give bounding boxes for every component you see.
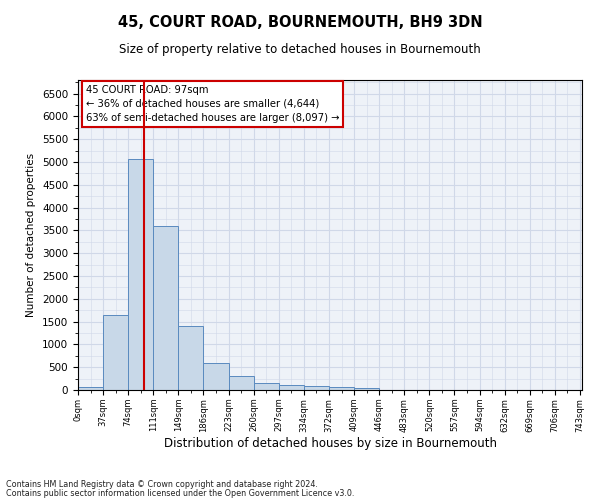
Bar bbox=[229, 376, 254, 390]
Bar bbox=[329, 388, 354, 390]
Bar bbox=[128, 160, 153, 390]
Text: Size of property relative to detached houses in Bournemouth: Size of property relative to detached ho… bbox=[119, 42, 481, 56]
Text: 45, COURT ROAD, BOURNEMOUTH, BH9 3DN: 45, COURT ROAD, BOURNEMOUTH, BH9 3DN bbox=[118, 15, 482, 30]
Bar bbox=[354, 388, 379, 390]
Bar bbox=[178, 326, 203, 390]
Bar bbox=[254, 383, 279, 390]
Bar bbox=[78, 388, 103, 390]
Bar bbox=[103, 315, 128, 390]
Text: Contains public sector information licensed under the Open Government Licence v3: Contains public sector information licen… bbox=[6, 489, 355, 498]
Y-axis label: Number of detached properties: Number of detached properties bbox=[26, 153, 37, 317]
Text: Contains HM Land Registry data © Crown copyright and database right 2024.: Contains HM Land Registry data © Crown c… bbox=[6, 480, 318, 489]
Bar bbox=[203, 362, 229, 390]
X-axis label: Distribution of detached houses by size in Bournemouth: Distribution of detached houses by size … bbox=[163, 437, 497, 450]
Bar bbox=[153, 226, 178, 390]
Text: 45 COURT ROAD: 97sqm
← 36% of detached houses are smaller (4,644)
63% of semi-de: 45 COURT ROAD: 97sqm ← 36% of detached h… bbox=[86, 84, 339, 122]
Bar bbox=[279, 384, 304, 390]
Bar bbox=[304, 386, 329, 390]
